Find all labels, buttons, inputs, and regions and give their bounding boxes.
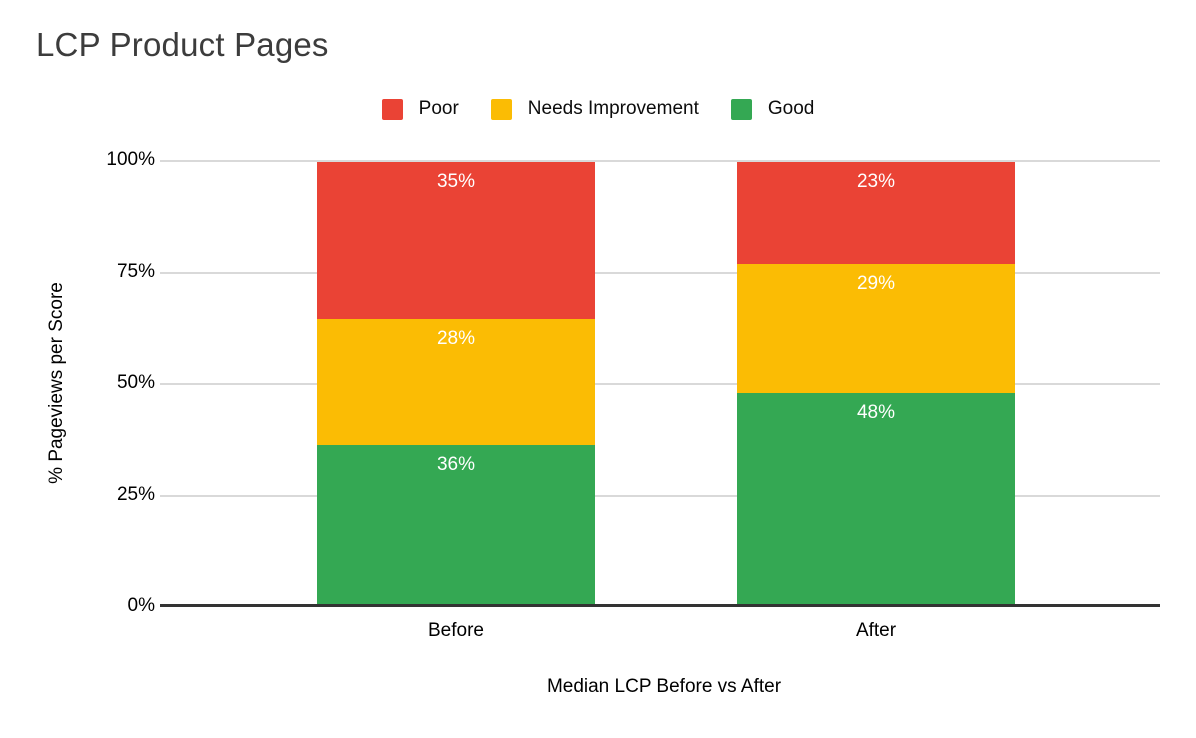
legend-swatch-poor-icon: [381, 98, 403, 120]
segment-needs-improvement-after: [737, 264, 1015, 393]
gridline-75: [160, 272, 1160, 274]
y-axis-ticks: 0% 25% 50% 75% 100%: [0, 149, 155, 616]
legend-swatch-good-icon: [730, 98, 752, 120]
y-tick-label: 100%: [106, 149, 155, 170]
data-label-needs-improvement-after: 29%: [856, 273, 896, 295]
legend-item-needs-improvement: Needs Improvement: [490, 98, 699, 120]
x-category-label-before: Before: [428, 620, 484, 641]
data-label-poor-after: 23%: [856, 171, 896, 192]
gridline-100: [160, 160, 1160, 162]
legend: Poor Needs Improvement Good: [0, 98, 1196, 120]
data-label-poor-before: 35%: [436, 171, 476, 192]
legend-label: Good: [767, 98, 815, 119]
x-axis-line: [160, 604, 1160, 607]
y-tick-label: 0%: [127, 595, 155, 616]
y-tick-label: 75%: [116, 260, 155, 282]
data-label-good-before: 36%: [436, 453, 476, 475]
legend-item-poor: Poor: [381, 98, 459, 120]
segment-good-before: [317, 444, 595, 606]
bar-before: 36% 28% 35%: [317, 162, 595, 606]
segment-poor-before: [317, 162, 595, 319]
legend-item-good: Good: [730, 98, 815, 120]
segment-good-after: [737, 392, 1015, 606]
segment-needs-improvement-before: [317, 318, 595, 445]
chart-title: LCP Product Pages: [36, 26, 329, 63]
y-tick-label: 50%: [116, 372, 155, 393]
legend-swatch-needs-improvement-icon: [490, 98, 512, 120]
x-axis-title: Median LCP Before vs After: [546, 676, 782, 697]
segment-poor-after: [737, 162, 1015, 265]
gridline-25: [160, 495, 1160, 497]
legend-label: Poor: [418, 98, 459, 119]
plot-area: 36% 28% 35% Before 48% 29% 23% After: [160, 160, 1160, 641]
y-tick-label: 25%: [116, 483, 155, 505]
gridline-50: [160, 383, 1160, 385]
bar-after: 48% 29% 23%: [737, 162, 1015, 606]
x-category-label-after: After: [855, 620, 897, 641]
data-label-good-after: 48%: [856, 401, 896, 423]
legend-label: Needs Improvement: [527, 98, 699, 119]
data-label-needs-improvement-before: 28%: [436, 327, 476, 349]
